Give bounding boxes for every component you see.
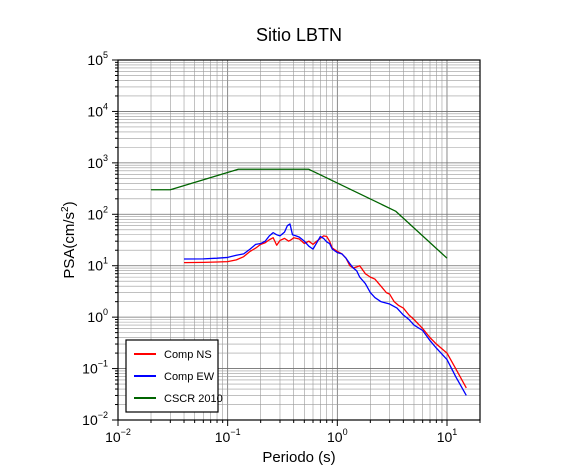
y-tick-label: 103 [87, 153, 108, 171]
series-line-cscr-2010 [151, 168, 448, 259]
y-axis-label-suffix: ) [61, 201, 78, 206]
chart-title: Sitio LBTN [256, 25, 342, 45]
axis-ticks [112, 59, 481, 426]
x-tick-label: 100 [327, 427, 348, 445]
y-tick-label: 101 [87, 256, 108, 274]
x-axis-label: Periodo (s) [262, 449, 335, 466]
y-axis-label-prefix: PSA(cm/s [61, 212, 78, 279]
series-line-comp-ew [184, 223, 467, 396]
y-tick-label: 104 [87, 101, 108, 119]
y-tick-label: 10−1 [82, 359, 108, 377]
legend: Comp NS Comp EW CSCR 2010 [125, 339, 223, 413]
y-tick-label: 102 [87, 204, 108, 222]
y-tick-label: 105 [87, 50, 108, 68]
y-axis-label: PSA(cm/s2) [60, 201, 78, 278]
y-axis-label-sup: 2 [60, 206, 71, 212]
series-lines [151, 168, 467, 396]
legend-label-comp-ew: Comp EW [164, 371, 215, 383]
series-line-comp-ns [184, 235, 467, 389]
x-tick-label: 10−1 [215, 427, 241, 445]
axis-tick-labels: 10−2 10−1 100 101 10−2 10−1 100 101 102 103 104 105 [82, 50, 457, 445]
y-tick-label: 10−2 [82, 410, 108, 428]
x-tick-label: 101 [437, 427, 458, 445]
legend-label-comp-ns: Comp NS [164, 349, 212, 361]
legend-label-cscr-2010: CSCR 2010 [164, 393, 223, 405]
y-tick-label: 100 [87, 307, 108, 325]
grid [117, 59, 481, 421]
plot-frame [117, 59, 481, 421]
x-tick-label: 10−2 [105, 427, 131, 445]
